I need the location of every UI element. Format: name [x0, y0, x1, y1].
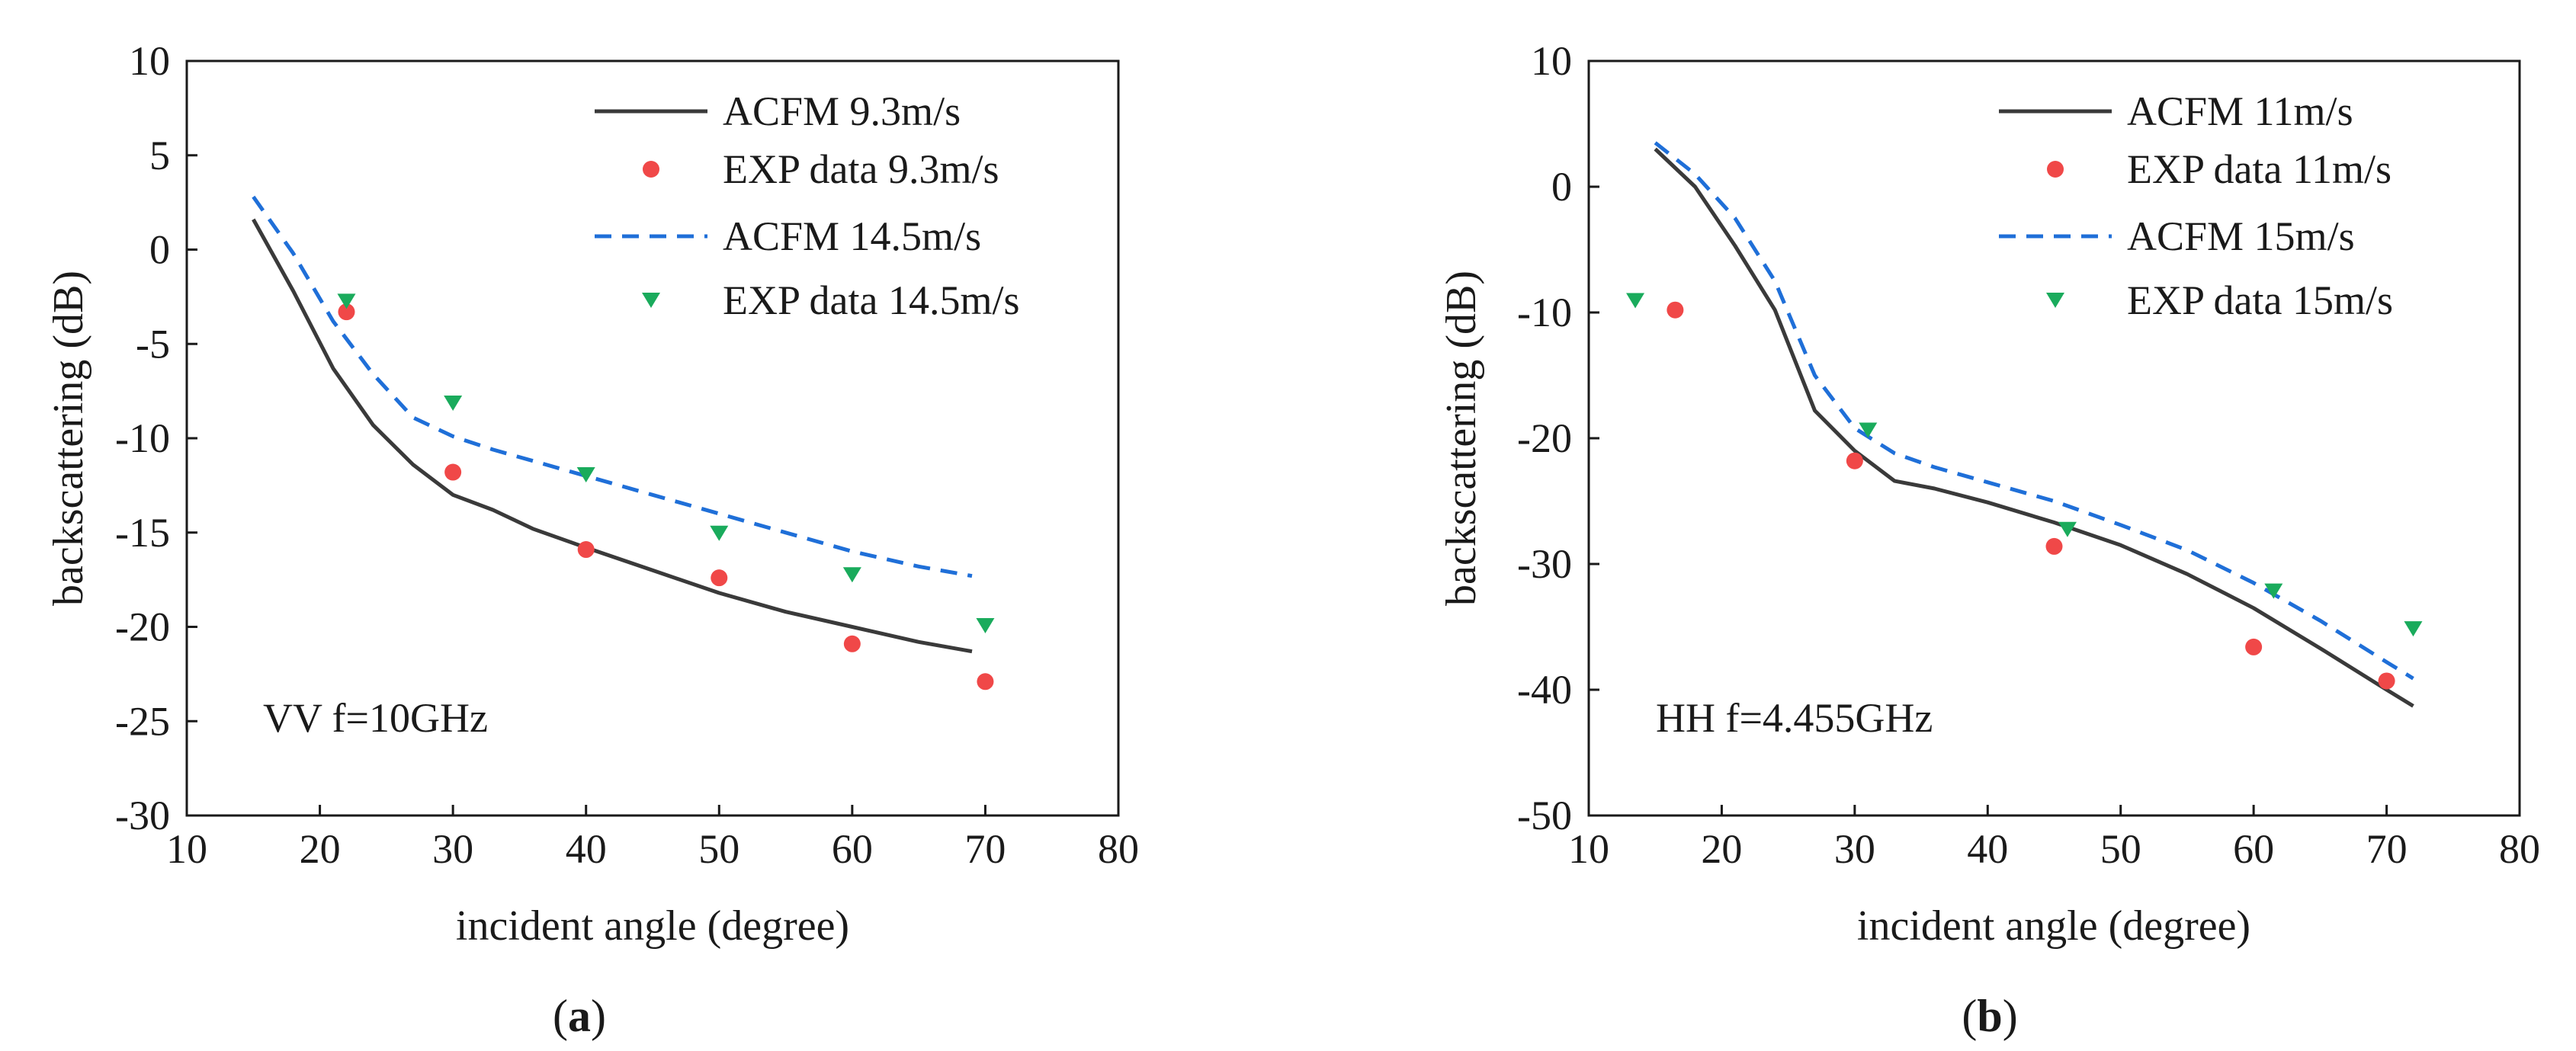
- panel-b: 10 20 30 40 50 60 70 80 -50 -40 -30 -20 -10 0 10 incid…: [1438, 38, 2540, 1041]
- panel-b-ticks: 10 20 30 40 50 60 70 80 -50 -40 -30 -20 -10 0 10: [1517, 38, 2540, 872]
- x-tick-label: 80: [1098, 826, 1139, 872]
- y-tick-label: -25: [115, 698, 170, 744]
- panel-a-condition-annotation: VV f=10GHz: [263, 695, 488, 741]
- panel-a-series-line-3: [252, 195, 973, 578]
- panel-a-data-point: [842, 567, 861, 583]
- panel-b-caption-letter: b: [1977, 991, 2002, 1041]
- panel-a-caption-letter: a: [568, 991, 591, 1041]
- legend-b-label-1: ACFM 11m/s: [2127, 88, 2353, 134]
- panel-a-data-point: [976, 618, 995, 634]
- legend-a-swatch-4: [642, 293, 660, 308]
- y-tick-label: -40: [1517, 667, 1572, 713]
- panel-b-data-marks: [1626, 141, 2423, 708]
- panel-b-data-point: [2058, 521, 2077, 537]
- panel-b-condition-annotation: HH f=4.455GHz: [1656, 695, 1933, 741]
- panel-a-data-point: [843, 635, 861, 652]
- panel-a: 10 20 30 40 50 60 70 80 -30 -25 -20 -15 -10 -5 0 5 10 in…: [45, 38, 1139, 1041]
- legend-a-label-2: EXP data 9.3m/s: [723, 146, 999, 192]
- y-tick-label: -20: [115, 604, 170, 650]
- panel-b-caption-close: ): [2003, 991, 2018, 1041]
- panel-a-data-point: [711, 569, 728, 587]
- panel-b-data-point: [2245, 638, 2263, 655]
- legend-a-swatch-2: [643, 161, 659, 178]
- x-tick-label: 10: [1568, 826, 1609, 872]
- x-tick-label: 40: [566, 826, 607, 872]
- panel-b-data-point: [1667, 301, 1684, 319]
- y-tick-label: 5: [149, 133, 170, 178]
- panel-a-caption: (a): [553, 991, 606, 1041]
- panel-a-y-axis-title: backscattering (dB): [45, 271, 92, 606]
- panel-b-data-point: [1859, 422, 1878, 438]
- panel-a-caption-open: (: [553, 991, 568, 1041]
- panel-b-x-axis-title: incident angle (degree): [1857, 902, 2250, 950]
- panel-a-x-axis-title: incident angle (degree): [456, 902, 849, 950]
- legend-b-label-4: EXP data 15m/s: [2127, 277, 2393, 323]
- x-tick-label: 20: [300, 826, 341, 872]
- y-tick-label: 0: [149, 227, 170, 273]
- x-tick-label: 30: [1834, 826, 1875, 872]
- panel-b-data-point: [2045, 537, 2063, 555]
- panel-b-data-point: [1846, 452, 1863, 469]
- legend-a-label-1: ACFM 9.3m/s: [723, 88, 961, 134]
- panel-a-data-marks: [252, 195, 995, 691]
- panel-a-data-point: [444, 395, 463, 411]
- panel-a-data-point: [338, 303, 355, 321]
- panel-a-legend: ACFM 9.3m/s EXP data 9.3m/s ACFM 14.5m/s…: [595, 88, 1019, 323]
- x-tick-label: 80: [2499, 826, 2540, 872]
- panel-b-series-line-3: [1654, 141, 2414, 681]
- y-tick-label: -10: [1517, 290, 1572, 335]
- panel-b-caption: (b): [1962, 991, 2017, 1041]
- x-tick-label: 50: [698, 826, 739, 872]
- panel-b-data-point: [1626, 293, 1645, 309]
- x-tick-label: 30: [432, 826, 473, 872]
- y-tick-label: -50: [1517, 793, 1572, 838]
- y-tick-label: -10: [115, 415, 170, 461]
- legend-a-label-4: EXP data 14.5m/s: [723, 277, 1019, 323]
- panel-b-data-point: [2378, 672, 2395, 690]
- panel-a-data-point: [710, 525, 729, 541]
- panel-a-data-point: [576, 467, 595, 483]
- panel-b-data-point: [2404, 621, 2423, 637]
- panel-a-series-line-1: [252, 218, 973, 654]
- x-tick-label: 70: [964, 826, 1006, 872]
- x-tick-label: 70: [2366, 826, 2408, 872]
- legend-a-label-3: ACFM 14.5m/s: [723, 213, 981, 259]
- x-tick-label: 60: [832, 826, 873, 872]
- panel-a-ticks: 10 20 30 40 50 60 70 80 -30 -25 -20 -15 -10 -5 0 5 10: [115, 38, 1139, 872]
- legend-b-swatch-2: [2047, 161, 2064, 178]
- y-tick-label: 10: [1531, 38, 1572, 84]
- x-tick-label: 20: [1701, 826, 1742, 872]
- panel-b-data-point: [2264, 583, 2283, 599]
- panel-a-caption-close: ): [591, 991, 606, 1041]
- panel-a-data-point: [577, 541, 595, 559]
- y-tick-label: -5: [136, 321, 170, 367]
- y-tick-label: -30: [1517, 541, 1572, 587]
- y-tick-label: -20: [1517, 415, 1572, 461]
- x-tick-label: 50: [2100, 826, 2141, 872]
- panel-b-series-line-1: [1654, 147, 2414, 708]
- panel-a-data-point: [337, 293, 356, 309]
- x-tick-label: 10: [166, 826, 207, 872]
- x-tick-label: 40: [1967, 826, 2008, 872]
- y-tick-label: -15: [115, 510, 170, 556]
- y-tick-label: 0: [1551, 164, 1572, 210]
- legend-b-label-2: EXP data 11m/s: [2127, 146, 2392, 192]
- panel-b-legend: ACFM 11m/s EXP data 11m/s ACFM 15m/s EXP…: [1999, 88, 2393, 323]
- legend-b-swatch-4: [2046, 293, 2064, 308]
- panel-a-data-point: [444, 463, 462, 481]
- panel-b-caption-open: (: [1962, 991, 1977, 1041]
- panel-a-data-point: [977, 673, 994, 691]
- y-tick-label: -30: [115, 793, 170, 838]
- y-tick-label: 10: [129, 38, 170, 84]
- panel-b-y-axis-title: backscattering (dB): [1438, 271, 1485, 606]
- x-tick-label: 60: [2233, 826, 2274, 872]
- legend-b-label-3: ACFM 15m/s: [2127, 213, 2355, 259]
